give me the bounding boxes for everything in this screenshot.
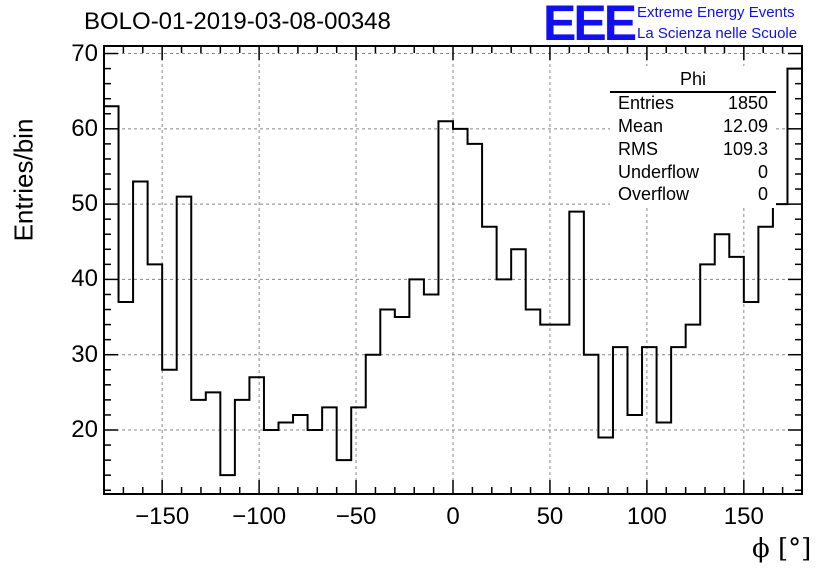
stats-box: Phi Entries 1850 Mean 12.09 RMS 109.3 Un… [610, 66, 776, 208]
plot-frame [103, 45, 803, 495]
stats-value: 12.09 [722, 116, 768, 136]
stats-key: RMS [618, 139, 658, 159]
stats-key: Entries [618, 93, 675, 113]
x-tick-label: 100 [626, 503, 667, 530]
stats-title: Phi [679, 69, 706, 89]
stats-value: 0 [757, 184, 768, 204]
x-tick-label: 0 [446, 503, 460, 530]
stats-key: Underflow [618, 162, 700, 182]
stats-key: Mean [618, 116, 664, 136]
chart-title: BOLO-01-2019-03-08-00348 [84, 8, 391, 35]
logo-subtitle-line2: La Scienza nelle Scuole [637, 25, 798, 42]
stats-value: 109.3 [722, 139, 768, 159]
stats-value: 1850 [727, 93, 768, 113]
stats-value: 0 [757, 162, 768, 182]
y-axis-label: Entries/bin [8, 118, 39, 242]
y-tick-label: 20 [71, 416, 98, 443]
x-tick-label: 50 [536, 503, 564, 530]
eee-logo: EEE [543, 0, 637, 51]
y-tick-label: 30 [71, 340, 98, 368]
x-tick-label: −150 [135, 503, 190, 530]
x-tick-label: −50 [335, 503, 377, 530]
histogram-step-line [104, 67, 803, 477]
stats-key: Overflow [618, 184, 690, 204]
y-tick-label: 60 [71, 114, 98, 142]
stats-divider [610, 91, 776, 93]
x-tick-label: −100 [232, 503, 287, 530]
x-axis-label: ϕ [°] [752, 534, 812, 564]
y-tick-label: 40 [71, 265, 98, 293]
logo-subtitle-line1: Extreme Energy Events [637, 4, 795, 21]
y-tick-label: 50 [71, 190, 98, 218]
y-axis-label-box: Entries/bin [4, 110, 44, 250]
x-tick-label: 150 [723, 503, 764, 530]
y-tick-label: 70 [71, 39, 98, 67]
